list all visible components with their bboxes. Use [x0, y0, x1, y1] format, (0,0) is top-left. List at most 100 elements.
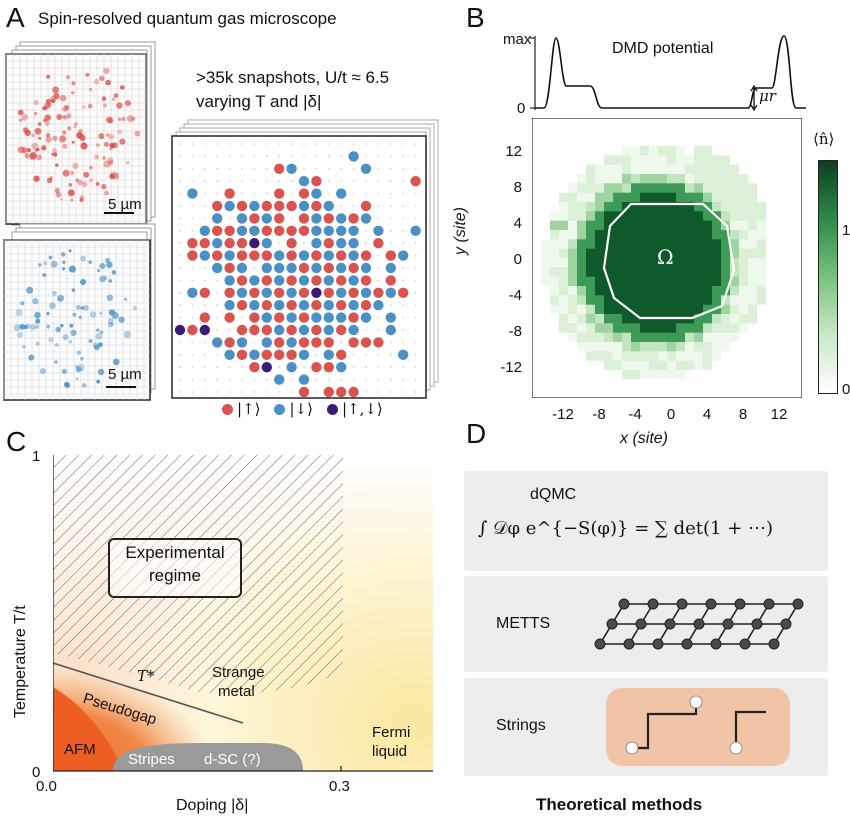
legend-up: |↑⟩ — [222, 401, 260, 418]
density-cell — [766, 342, 776, 352]
density-cell — [550, 220, 560, 231]
lattice-site — [286, 362, 297, 373]
density-cell — [595, 323, 605, 333]
density-cell — [658, 267, 668, 277]
density-cell — [658, 276, 668, 287]
lattice-site — [249, 238, 260, 249]
lattice-site — [261, 337, 272, 348]
lattice-site — [348, 250, 359, 261]
density-cell — [793, 211, 802, 221]
density-cell — [622, 164, 632, 175]
density-cell — [694, 230, 704, 240]
density-cell — [568, 267, 578, 277]
density-cell — [748, 239, 758, 249]
density-cell — [757, 183, 767, 193]
density-cell — [757, 164, 767, 175]
density-cell — [658, 351, 668, 361]
density-cell — [784, 370, 794, 380]
density-cell — [676, 295, 686, 305]
density-cell — [694, 136, 704, 147]
density-cell — [532, 295, 542, 305]
density-cell — [757, 370, 767, 380]
density-cell — [757, 267, 767, 277]
density-cell — [694, 379, 704, 389]
density-cell — [541, 230, 551, 240]
density-cell — [586, 127, 596, 137]
density-cell — [748, 164, 758, 175]
density-cell — [658, 388, 668, 398]
atom-signal — [124, 100, 131, 107]
c-xtick-0: 0.0 — [36, 778, 57, 795]
density-cell — [748, 286, 758, 296]
density-cell — [703, 332, 713, 343]
density-cell — [658, 304, 668, 315]
atom-signal — [101, 183, 107, 190]
density-cell — [730, 174, 740, 184]
density-cell — [703, 388, 713, 398]
density-cell — [712, 295, 722, 305]
density-cell — [640, 220, 650, 231]
atom-signal — [103, 141, 110, 147]
density-cell — [739, 155, 749, 165]
density-cell — [730, 351, 740, 361]
density-cell — [748, 248, 758, 259]
density-cell — [694, 146, 704, 156]
atom-signal — [78, 315, 83, 319]
lattice-site — [336, 362, 347, 373]
atom-signal — [41, 145, 47, 151]
lattice-site — [348, 300, 359, 311]
density-cell — [703, 360, 713, 371]
density-cell — [559, 351, 569, 361]
density-cell — [712, 314, 722, 324]
density-cell — [685, 248, 695, 259]
density-cell — [532, 127, 542, 137]
atom-signal — [60, 197, 63, 201]
atom-signal — [94, 154, 100, 160]
density-cell — [550, 286, 560, 296]
density-cell — [649, 351, 659, 361]
density-cell — [775, 286, 785, 296]
lattice-site — [336, 312, 347, 323]
density-cell — [586, 267, 596, 277]
density-cell — [703, 239, 713, 249]
density-cell — [595, 248, 605, 259]
density-cell — [568, 136, 578, 147]
atom-signal — [18, 118, 23, 122]
density-cell — [784, 230, 794, 240]
atom-signal — [134, 130, 141, 137]
density-cell — [694, 351, 704, 361]
atom-signal — [29, 324, 36, 331]
lattice-site — [212, 225, 223, 236]
lattice-site — [274, 262, 285, 274]
lattice-site — [298, 337, 310, 348]
density-cell — [550, 211, 560, 221]
density-cell — [793, 136, 802, 147]
density-cell — [694, 267, 704, 277]
density-cell — [712, 220, 722, 231]
density-cell — [550, 202, 560, 212]
density-cell — [784, 146, 794, 156]
density-cell — [613, 174, 623, 184]
lattice-site — [298, 386, 310, 398]
lattice-site — [274, 337, 285, 348]
density-cell — [667, 360, 677, 371]
density-cell — [622, 286, 632, 296]
density-cell — [739, 183, 749, 193]
lattice-site — [261, 349, 272, 360]
density-cell — [568, 174, 578, 184]
density-cell — [721, 370, 731, 380]
atom-signal — [116, 102, 123, 109]
density-cell — [622, 388, 632, 398]
density-cell — [568, 379, 578, 389]
density-cell — [676, 192, 686, 203]
atom-signal — [22, 149, 28, 155]
density-cell — [577, 136, 587, 147]
lattice-site — [199, 225, 210, 236]
density-cell — [613, 136, 623, 147]
atom-signal — [68, 183, 73, 187]
density-cell — [703, 295, 713, 305]
atom-signal — [59, 94, 67, 102]
density-cell — [775, 230, 785, 240]
density-heatmap — [532, 118, 802, 398]
lattice-site — [236, 275, 248, 286]
